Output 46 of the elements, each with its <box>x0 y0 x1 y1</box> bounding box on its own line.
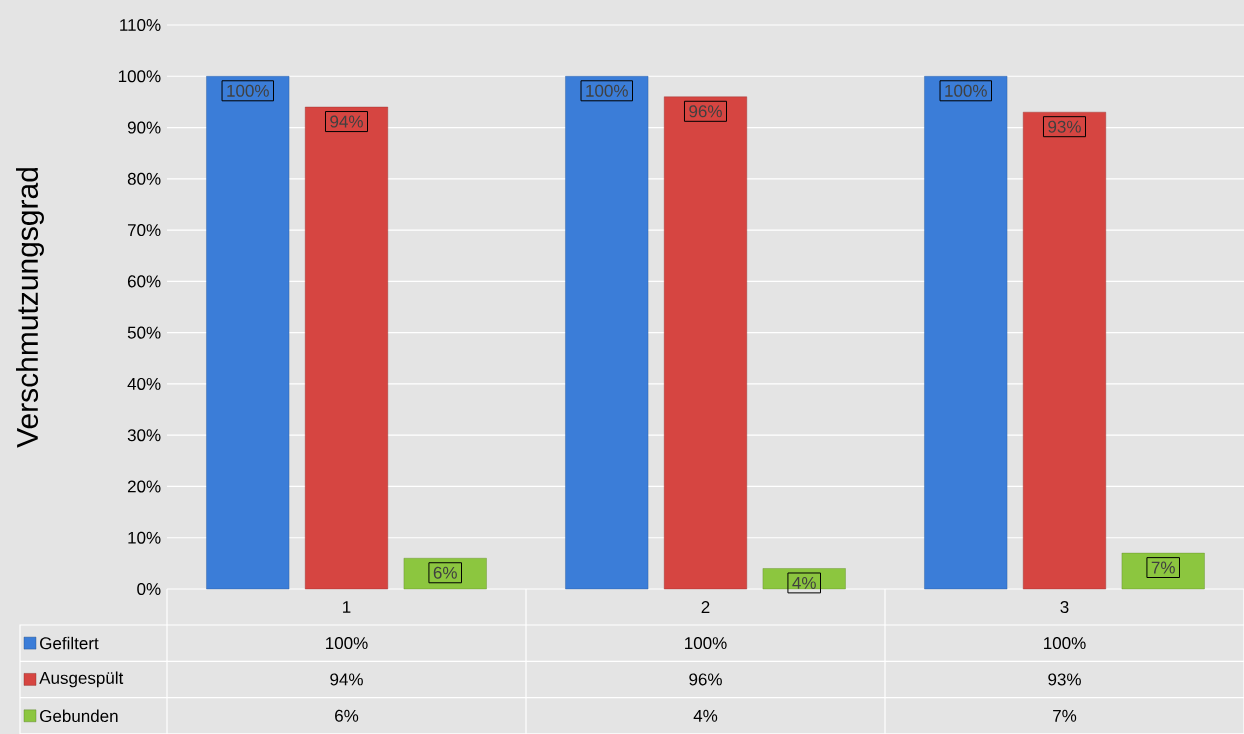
bar <box>762 568 846 590</box>
bar <box>206 76 290 590</box>
legend-label: Gebunden <box>40 709 118 723</box>
y-tick-label: 90% <box>127 121 161 134</box>
y-tick-label: 110% <box>120 18 161 32</box>
data-label: 4% <box>693 709 718 722</box>
y-axis-title: Verschmutzungsgrad <box>16 168 44 448</box>
y-tick-label: 70% <box>127 224 161 237</box>
text: 4% <box>792 576 816 589</box>
bar <box>1121 552 1205 590</box>
y-tick-label: 60% <box>127 275 161 288</box>
text: 7% <box>1151 561 1175 574</box>
y-tick-label: 100% <box>118 70 161 83</box>
data-label: 94% <box>330 673 363 686</box>
bar <box>664 96 747 590</box>
data-label: 7% <box>1053 709 1077 722</box>
legend-label: Ausgespült <box>39 671 124 688</box>
bar <box>1023 111 1106 590</box>
x-tick-label: 3 <box>1060 600 1069 614</box>
data-label: 6% <box>335 709 359 722</box>
y-tick-label: 50% <box>127 326 161 339</box>
bar <box>565 76 649 590</box>
bar <box>924 76 1008 590</box>
text: 96% <box>689 105 722 118</box>
data-label: 100% <box>685 637 727 650</box>
data-label: 100% <box>326 637 368 650</box>
text: 94% <box>330 115 363 128</box>
text: 100% <box>586 84 628 97</box>
bar <box>305 106 388 590</box>
y-tick-label: 40% <box>127 377 161 390</box>
x-tick-label: 1 <box>343 601 351 613</box>
legend-label: Gefiltert <box>40 636 99 650</box>
data-label: 93% <box>1048 673 1081 686</box>
data-label: 96% <box>689 673 722 686</box>
y-tick-label: 80% <box>127 172 161 185</box>
y-tick-label: 20% <box>127 480 161 493</box>
text: 100% <box>945 84 987 97</box>
y-tick-label: 30% <box>127 429 161 442</box>
text: 6% <box>433 566 457 579</box>
x-tick-label: 2 <box>701 601 710 613</box>
y-tick-label: 0% <box>137 582 161 596</box>
text: 100% <box>227 84 269 97</box>
text: 93% <box>1048 120 1081 133</box>
y-tick-label: 10% <box>128 531 161 544</box>
bar <box>403 558 487 590</box>
data-label: 100% <box>1044 637 1086 650</box>
